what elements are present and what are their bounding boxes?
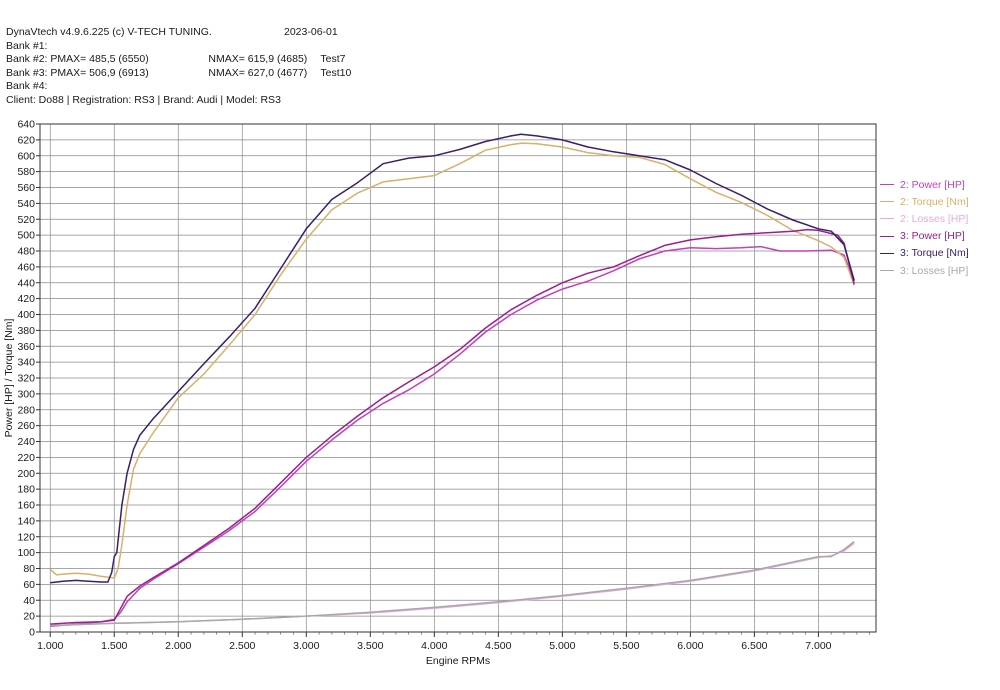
legend-label: 2: Torque [Nm] xyxy=(900,195,969,208)
x-axis-label: Engine RPMs xyxy=(426,655,490,667)
legend-swatch xyxy=(880,184,894,186)
legend-item: 2: Losses [HP] xyxy=(880,210,969,227)
series-line-6 xyxy=(50,540,855,627)
y-tick-label: 540 xyxy=(17,198,35,210)
bank4-line: Bank #4: xyxy=(6,80,48,93)
y-tick-label: 600 xyxy=(17,150,35,162)
x-tick-label: 3.000 xyxy=(293,640,319,652)
x-tick-label: 6.500 xyxy=(741,640,767,652)
bank1-line: Bank #1: xyxy=(6,39,48,52)
app-title: DynaVtech v4.9.6.225 (c) V-TECH TUNING. xyxy=(6,26,212,38)
y-tick-label: 420 xyxy=(17,293,35,305)
y-tick-label: 20 xyxy=(23,611,35,623)
x-tick-label: 4.000 xyxy=(421,640,447,652)
y-axis: 0 20 40 60 80 100 120 140 160 180 200 220 240 260 280 3… xyxy=(17,119,40,639)
y-tick-label: 400 xyxy=(17,309,35,321)
legend-label: 2: Power [HP] xyxy=(900,178,965,191)
legend-item: 2: Power [HP] xyxy=(880,176,969,193)
bank2-name: Test7 xyxy=(320,53,346,66)
y-tick-label: 580 xyxy=(17,166,35,178)
legend-label: 3: Torque [Nm] xyxy=(900,247,969,260)
bank2-label: Bank #2: xyxy=(6,53,48,66)
y-tick-label: 100 xyxy=(17,547,35,559)
series-lines xyxy=(49,133,855,628)
legend-item: 3: Losses [HP] xyxy=(880,262,969,279)
header-title-line: DynaVtech v4.9.6.225 (c) V-TECH TUNING. 2… xyxy=(6,26,351,40)
y-tick-label: 180 xyxy=(17,484,35,496)
y-tick-label: 140 xyxy=(17,515,35,527)
chart-legend: 2: Power [HP] 2: Torque [Nm] 2: Losses [HP… xyxy=(880,176,969,279)
legend-swatch xyxy=(880,218,894,220)
y-tick-label: 280 xyxy=(17,404,35,416)
y-tick-label: 520 xyxy=(17,214,35,226)
y-tick-label: 460 xyxy=(17,261,35,273)
y-tick-label: 500 xyxy=(17,230,35,242)
y-tick-label: 440 xyxy=(17,277,35,289)
y-axis-label: Power [HP] / Torque [Nm] xyxy=(3,318,15,437)
legend-swatch xyxy=(880,270,894,272)
legend-item: 2: Torque [Nm] xyxy=(880,193,969,210)
x-tick-label: 1.500 xyxy=(101,640,127,652)
y-tick-label: 300 xyxy=(17,388,35,400)
bank3-name: Test10 xyxy=(320,66,352,79)
y-tick-label: 80 xyxy=(23,563,35,575)
series-line-2 xyxy=(49,142,855,579)
y-tick-label: 60 xyxy=(23,579,35,591)
y-tick-label: 40 xyxy=(23,595,35,607)
bank2-line: Bank #2: PMAX= 485,5 (6550) NMAX= 615,9 (… xyxy=(6,53,351,67)
y-tick-label: 160 xyxy=(17,500,35,512)
legend-swatch xyxy=(880,235,894,237)
legend-label: 3: Power [HP] xyxy=(900,230,965,243)
x-tick-label: 2.500 xyxy=(229,640,255,652)
y-tick-label: 240 xyxy=(17,436,35,448)
y-tick-label: 480 xyxy=(17,246,35,258)
bank3-label: Bank #3: xyxy=(6,66,48,79)
legend-swatch xyxy=(880,201,894,203)
x-tick-label: 6.000 xyxy=(677,640,703,652)
x-tick-label: 5.000 xyxy=(549,640,575,652)
legend-item: 3: Torque [Nm] xyxy=(880,245,969,262)
y-tick-label: 260 xyxy=(17,420,35,432)
bank3-line: Bank #3: PMAX= 506,9 (6913) NMAX= 627,0 (… xyxy=(6,67,351,81)
y-tick-label: 620 xyxy=(17,134,35,146)
x-axis: 1.000 1.500 2.000 2.500 3.000 3.500 4.000 4.500… xyxy=(37,632,870,652)
client-line: Client: Do88 | Registration: RS3 | Brand… xyxy=(6,93,281,106)
bank2-pmax: PMAX= 485,5 (6550) xyxy=(50,53,149,66)
y-tick-label: 200 xyxy=(17,468,35,480)
x-tick-label: 3.500 xyxy=(357,640,383,652)
legend-swatch xyxy=(880,252,894,254)
y-tick-label: 0 xyxy=(29,627,35,639)
series-line-4 xyxy=(50,228,855,625)
x-tick-label: 2.000 xyxy=(165,640,191,652)
bank2-nmax: NMAX= 615,9 (4685) xyxy=(208,53,308,66)
series-line-5 xyxy=(50,133,855,584)
chart-grid xyxy=(40,123,876,633)
y-tick-label: 560 xyxy=(17,182,35,194)
bank3-pmax: PMAX= 506,9 (6913) xyxy=(50,66,149,79)
legend-label: 2: Losses [HP] xyxy=(900,212,969,225)
y-tick-label: 380 xyxy=(17,325,35,337)
x-tick-label: 7.000 xyxy=(805,640,831,652)
x-tick-label: 1.000 xyxy=(37,640,63,652)
y-tick-label: 640 xyxy=(17,119,35,131)
bank3-nmax: NMAX= 627,0 (4677) xyxy=(208,66,308,79)
legend-label: 3: Losses [HP] xyxy=(900,264,969,277)
y-tick-label: 320 xyxy=(17,373,35,385)
report-date: 2023-06-01 xyxy=(284,26,338,38)
legend-item: 3: Power [HP] xyxy=(880,228,969,245)
y-tick-label: 360 xyxy=(17,341,35,353)
y-tick-label: 120 xyxy=(17,531,35,543)
report-header: DynaVtech v4.9.6.225 (c) V-TECH TUNING. 2… xyxy=(6,26,351,108)
y-tick-label: 220 xyxy=(17,452,35,464)
x-tick-label: 5.500 xyxy=(613,640,639,652)
y-tick-label: 340 xyxy=(17,357,35,369)
series-line-1 xyxy=(50,245,855,628)
x-tick-label: 4.500 xyxy=(485,640,511,652)
